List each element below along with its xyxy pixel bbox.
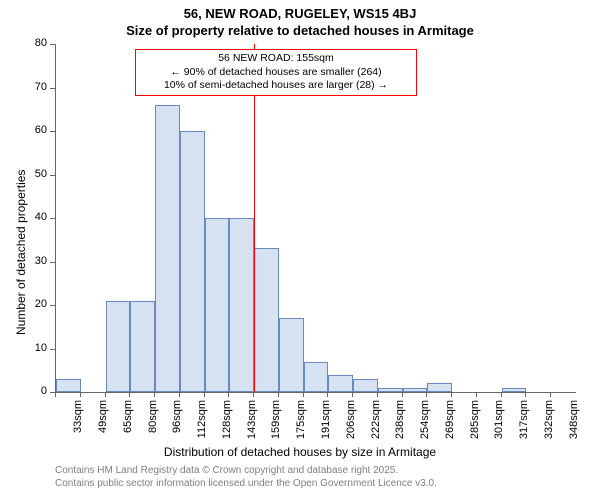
y-tick-label: 60 — [0, 124, 47, 136]
x-tick-label: 49sqm — [97, 400, 109, 460]
x-tick-mark — [476, 392, 477, 397]
y-tick-mark — [50, 88, 55, 89]
x-tick-mark — [451, 392, 452, 397]
reference-line — [254, 44, 255, 392]
histogram-bar — [502, 388, 527, 392]
x-tick-mark — [377, 392, 378, 397]
y-tick-label: 80 — [0, 37, 47, 49]
y-tick-label: 70 — [0, 81, 47, 93]
x-tick-mark — [303, 392, 304, 397]
x-tick-mark — [129, 392, 130, 397]
y-tick-mark — [50, 44, 55, 45]
x-tick-label: 269sqm — [444, 400, 456, 460]
x-tick-mark — [426, 392, 427, 397]
x-tick-mark — [80, 392, 81, 397]
y-tick-label: 40 — [0, 211, 47, 223]
y-tick-mark — [50, 218, 55, 219]
y-tick-label: 0 — [0, 385, 47, 397]
footer-line-2: Contains public sector information licen… — [55, 478, 437, 491]
y-tick-mark — [50, 349, 55, 350]
histogram-bar — [205, 218, 230, 392]
footer-line-1: Contains HM Land Registry data © Crown c… — [55, 465, 437, 478]
y-tick-mark — [50, 131, 55, 132]
histogram-bar — [378, 388, 403, 392]
annotation-line-1: 56 NEW ROAD: 155sqm — [142, 52, 410, 66]
annotation-line-3: 10% of semi-detached houses are larger (… — [142, 79, 410, 93]
x-tick-label: 238sqm — [394, 400, 406, 460]
x-tick-label: 222sqm — [370, 400, 382, 460]
y-tick-label: 10 — [0, 342, 47, 354]
annotation-line-2: ← 90% of detached houses are smaller (26… — [142, 66, 410, 80]
x-tick-mark — [352, 392, 353, 397]
x-tick-mark — [204, 392, 205, 397]
chart-title-main: 56, NEW ROAD, RUGELEY, WS15 4BJ — [0, 6, 600, 21]
histogram-bar — [254, 248, 279, 392]
x-tick-label: 285sqm — [469, 400, 481, 460]
y-tick-mark — [50, 175, 55, 176]
x-tick-mark — [228, 392, 229, 397]
plot-area — [55, 44, 576, 393]
x-tick-label: 65sqm — [122, 400, 134, 460]
x-tick-label: 191sqm — [320, 400, 332, 460]
x-tick-label: 33sqm — [72, 400, 84, 460]
x-tick-label: 159sqm — [270, 400, 282, 460]
histogram-bar — [403, 388, 428, 392]
annotation-box: 56 NEW ROAD: 155sqm ← 90% of detached ho… — [135, 49, 417, 96]
x-tick-mark — [105, 392, 106, 397]
x-tick-label: 128sqm — [221, 400, 233, 460]
histogram-bar — [106, 301, 131, 392]
x-tick-label: 112sqm — [196, 400, 208, 460]
x-tick-label: 143sqm — [246, 400, 258, 460]
histogram-bar — [427, 383, 452, 392]
x-tick-label: 254sqm — [419, 400, 431, 460]
x-tick-mark — [55, 392, 56, 397]
x-tick-mark — [501, 392, 502, 397]
histogram-bar — [229, 218, 254, 392]
histogram-bar — [353, 379, 378, 392]
chart-title-sub: Size of property relative to detached ho… — [0, 23, 600, 38]
chart-container: 56, NEW ROAD, RUGELEY, WS15 4BJ Size of … — [0, 0, 600, 500]
x-tick-label: 332sqm — [543, 400, 555, 460]
x-tick-label: 206sqm — [345, 400, 357, 460]
y-tick-label: 20 — [0, 298, 47, 310]
x-tick-mark — [179, 392, 180, 397]
histogram-bar — [130, 301, 155, 392]
y-tick-label: 50 — [0, 168, 47, 180]
histogram-bar — [155, 105, 180, 392]
y-tick-mark — [50, 305, 55, 306]
x-tick-label: 175sqm — [295, 400, 307, 460]
histogram-bar — [56, 379, 81, 392]
x-tick-mark — [253, 392, 254, 397]
y-axis-label: Number of detached properties — [14, 170, 28, 335]
x-tick-label: 96sqm — [171, 400, 183, 460]
histogram-bar — [328, 375, 353, 392]
x-tick-mark — [402, 392, 403, 397]
y-tick-label: 30 — [0, 255, 47, 267]
histogram-bar — [279, 318, 304, 392]
x-tick-mark — [327, 392, 328, 397]
x-tick-label: 80sqm — [147, 400, 159, 460]
y-tick-mark — [50, 262, 55, 263]
histogram-bar — [304, 362, 329, 392]
x-tick-mark — [525, 392, 526, 397]
x-tick-mark — [550, 392, 551, 397]
x-tick-label: 317sqm — [518, 400, 530, 460]
histogram-bar — [180, 131, 205, 392]
x-tick-mark — [278, 392, 279, 397]
footer-text: Contains HM Land Registry data © Crown c… — [55, 465, 437, 490]
x-tick-mark — [154, 392, 155, 397]
x-tick-label: 348sqm — [568, 400, 580, 460]
x-tick-label: 301sqm — [493, 400, 505, 460]
